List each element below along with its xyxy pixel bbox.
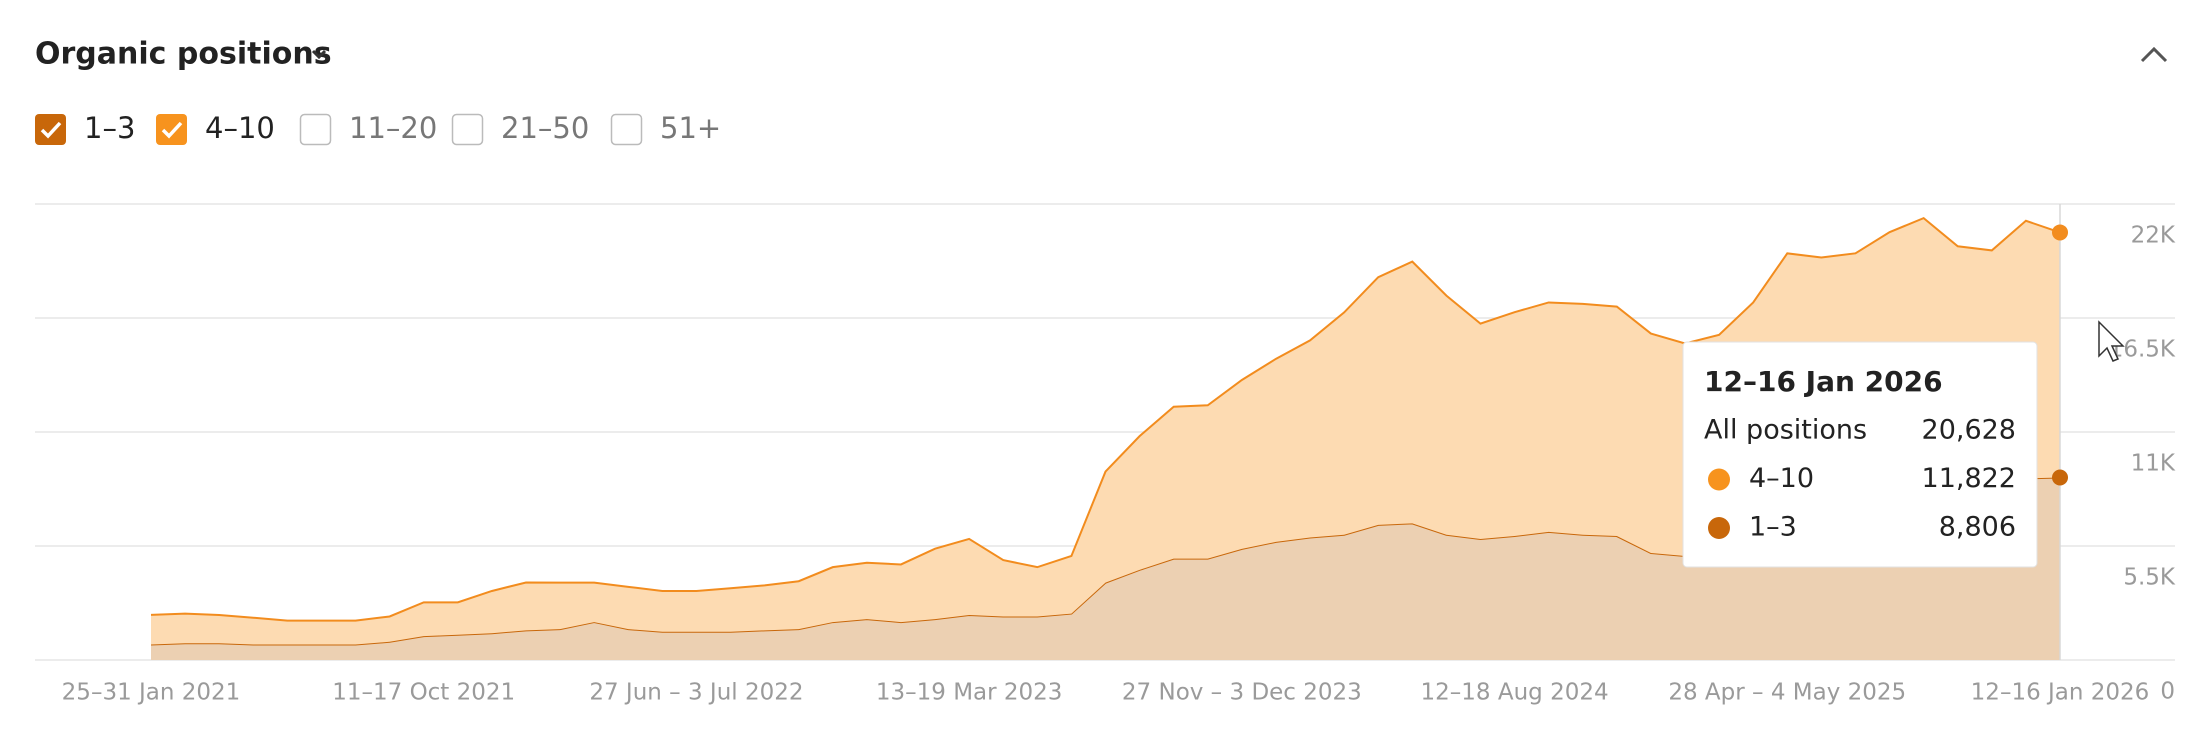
- checkbox[interactable]: [610, 113, 643, 146]
- filter-label[interactable]: 51+: [660, 111, 721, 145]
- tooltip-dot: [1708, 517, 1730, 539]
- y-tick-label: 11K: [2131, 451, 2176, 477]
- x-tick-label: 25–31 Jan 2021: [62, 680, 241, 706]
- area-line: [150, 216, 2061, 622]
- filter-label[interactable]: 21–50: [501, 111, 589, 145]
- tooltip-label: 4–10: [1749, 463, 1814, 494]
- y-tick-label: 0: [2160, 679, 2175, 705]
- checkbox[interactable]: [35, 114, 66, 145]
- x-tick-label: 28 Apr – 4 May 2025: [1668, 680, 1906, 706]
- y-tick-label: 16.5K: [2109, 337, 2176, 363]
- area: [151, 477, 2060, 660]
- x-tick-label: 12–16 Jan 2026: [1971, 680, 2150, 706]
- collapse-chevron[interactable]: [2140, 46, 2168, 63]
- filters: 1–3 4–10 11–20 21–50 51+: [35, 111, 721, 146]
- filter-label[interactable]: 1–3: [84, 111, 135, 145]
- checkbox[interactable]: [156, 114, 187, 145]
- x-tick-label: 27 Jun – 3 Jul 2022: [589, 680, 803, 706]
- x-tick-label: 12–18 Aug 2024: [1421, 680, 1609, 706]
- cursor: [2098, 320, 2125, 362]
- area: [151, 218, 2060, 645]
- checkbox[interactable]: [299, 113, 332, 146]
- tooltip-value: 11,822: [1922, 463, 2016, 494]
- filter-label[interactable]: 4–10: [205, 111, 275, 145]
- tooltip-dot: [1708, 468, 1730, 491]
- hover-dot: [2052, 224, 2068, 241]
- widget-title: Organic positions: [35, 37, 332, 72]
- x-tick-label: 27 Nov – 3 Dec 2023: [1122, 680, 1362, 706]
- tooltip-box: [1682, 341, 2038, 568]
- checkbox[interactable]: [451, 113, 484, 146]
- dropdown-chevron[interactable]: [311, 49, 327, 60]
- tooltip-date: 12–16 Jan 2026: [1704, 365, 1943, 398]
- hover-dot: [2052, 469, 2068, 486]
- x-tick-label: 11–17 Oct 2021: [332, 680, 515, 706]
- checkmark: [40, 121, 62, 139]
- tooltip-value: 8,806: [1939, 512, 2016, 543]
- tooltip: 12–16 Jan 2026 All positions 20,628 4–10 11,…: [1682, 341, 2038, 568]
- filter-label[interactable]: 11–20: [349, 111, 437, 145]
- y-tick-label: 5.5K: [2123, 565, 2176, 591]
- tooltip-label: 1–3: [1749, 512, 1797, 543]
- tooltip-label: All positions: [1704, 415, 1867, 446]
- tooltip-value: 20,628: [1922, 415, 2016, 446]
- x-tick-label: 13–19 Mar 2023: [876, 680, 1063, 706]
- checkmark: [161, 121, 183, 139]
- y-tick-label: 22K: [2131, 223, 2176, 249]
